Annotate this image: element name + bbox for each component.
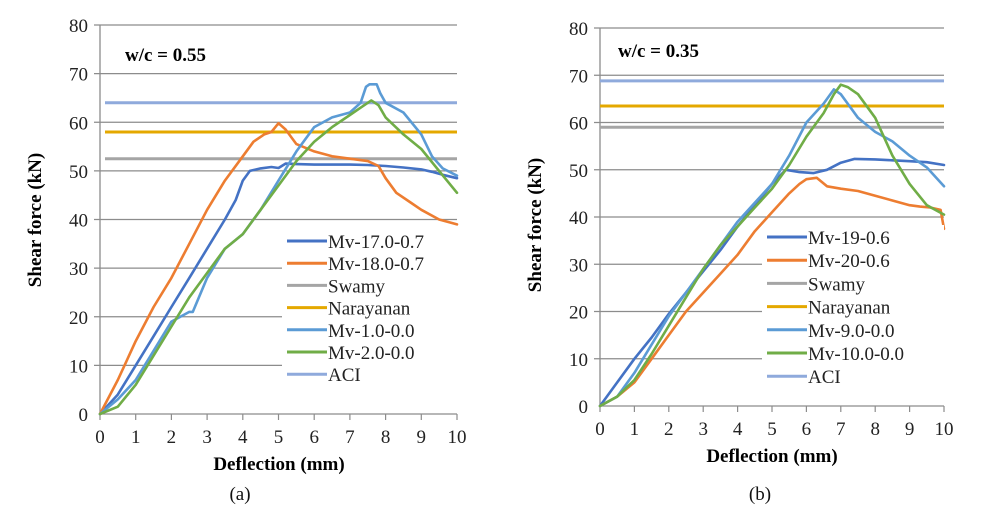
y-tick-label: 10 — [569, 350, 588, 371]
y-tick-label: 10 — [69, 356, 88, 377]
x-tick-label: 0 — [95, 427, 105, 448]
chart-b: 0 10 20 30 40 50 60 70 80 0 1 2 3 4 5 6 7 8 9 10 Mv-19-0.6… — [525, 19, 954, 505]
y-tick-label: 0 — [579, 397, 589, 418]
legend-label: ACI — [328, 365, 361, 386]
x-tick-label: 6 — [802, 419, 812, 440]
x-tick-label: 7 — [345, 427, 355, 448]
chart-a-series — [98, 83, 459, 416]
y-tick-label: 30 — [69, 259, 88, 280]
x-tick-label: 4 — [733, 419, 743, 440]
legend-label: Mv-1.0-0.0 — [328, 321, 415, 342]
legend-label: Mv-2.0-0.0 — [328, 343, 415, 364]
x-tick-label: 2 — [664, 419, 674, 440]
chart-b-x-tick-labels: 0 1 2 3 4 5 6 7 8 9 10 — [595, 419, 953, 440]
x-tick-label: 0 — [595, 419, 605, 440]
x-tick-label: 2 — [167, 427, 177, 448]
legend-label: Mv-17.0-0.7 — [328, 232, 424, 253]
chart-b-annotation: w/c = 0.35 — [618, 41, 699, 62]
chart-a-y-tick-labels: 0 10 20 30 40 50 60 70 80 — [69, 16, 88, 426]
y-tick-label: 40 — [69, 211, 88, 232]
series-line-mv-9-0-0-0 — [598, 88, 946, 408]
chart-a-x-tick-labels: 0 1 2 3 4 5 6 7 8 9 10 — [95, 427, 466, 448]
legend-label: ACI — [808, 367, 841, 388]
y-tick-label: 40 — [569, 208, 588, 229]
y-tick-label: 20 — [569, 303, 588, 324]
chart-b-x-axis-title: Deflection (mm) — [706, 446, 837, 467]
x-tick-label: 3 — [202, 427, 212, 448]
y-tick-label: 70 — [69, 65, 88, 86]
x-tick-label: 5 — [767, 419, 777, 440]
series-line-mv-19-0-6 — [598, 157, 946, 408]
chart-a-caption: (a) — [229, 484, 250, 505]
chart-a-legend: Mv-17.0-0.7Mv-18.0-0.7SwamyNarayananMv-1… — [282, 229, 457, 387]
y-tick-label: 50 — [569, 161, 588, 182]
series-line-mv-17-0-0-7 — [98, 162, 459, 416]
x-tick-label: 9 — [417, 427, 427, 448]
x-tick-label: 8 — [381, 427, 391, 448]
x-tick-label: 9 — [905, 419, 915, 440]
legend-label: Mv-9.0-0.0 — [808, 321, 895, 342]
chart-b-y-tick-labels: 0 10 20 30 40 50 60 70 80 — [569, 19, 588, 418]
chart-a-gridlines — [94, 24, 457, 366]
chart-b-y-axis-title: Shear force (kN) — [525, 158, 546, 292]
chart-a-axes — [99, 25, 458, 420]
x-tick-label: 10 — [448, 427, 467, 448]
y-tick-label: 50 — [69, 162, 88, 183]
series-line-mv-20-0-6 — [598, 176, 946, 408]
chart-a-annotation: w/c = 0.55 — [125, 45, 206, 66]
series-line-mv-10-0-0-0 — [598, 83, 946, 408]
y-tick-label: 60 — [69, 113, 88, 134]
chart-a: 0 10 20 30 40 50 60 70 80 0 1 2 3 4 5 6 7 8 9 10 Mv-17.0-0… — [25, 16, 467, 505]
chart-b-series — [598, 79, 946, 408]
legend-label: Swamy — [808, 274, 866, 295]
legend-label: Mv-18.0-0.7 — [328, 254, 424, 275]
x-tick-label: 10 — [935, 419, 954, 440]
y-tick-label: 20 — [69, 308, 88, 329]
chart-b-axes — [599, 28, 945, 412]
x-tick-label: 6 — [309, 427, 319, 448]
legend-label: Narayanan — [808, 298, 891, 319]
legend-label: Swamy — [328, 276, 386, 297]
y-tick-label: 60 — [569, 114, 588, 135]
legend-label: Mv-10.0-0.0 — [808, 344, 904, 365]
y-tick-label: 70 — [569, 66, 588, 87]
x-tick-label: 7 — [836, 419, 846, 440]
legend-label: Narayanan — [328, 299, 411, 320]
x-tick-label: 1 — [131, 427, 141, 448]
chart-a-x-axis-title: Deflection (mm) — [213, 454, 344, 475]
y-tick-label: 30 — [569, 255, 588, 276]
series-line-mv-18-0-0-7 — [98, 121, 459, 416]
x-tick-label: 4 — [238, 427, 248, 448]
legend-label: Mv-19-0.6 — [808, 228, 890, 249]
chart-b-caption: (b) — [749, 484, 771, 505]
legend-label: Mv-20-0.6 — [808, 251, 890, 272]
y-tick-label: 80 — [69, 16, 88, 37]
x-tick-label: 8 — [870, 419, 880, 440]
x-tick-label: 5 — [274, 427, 284, 448]
y-tick-label: 0 — [79, 405, 89, 426]
chart-a-y-axis-title: Shear force (kN) — [25, 153, 46, 287]
x-tick-label: 3 — [698, 419, 708, 440]
series-line-mv-2-0-0-0 — [98, 99, 459, 416]
x-tick-label: 1 — [630, 419, 640, 440]
y-tick-label: 80 — [569, 19, 588, 40]
